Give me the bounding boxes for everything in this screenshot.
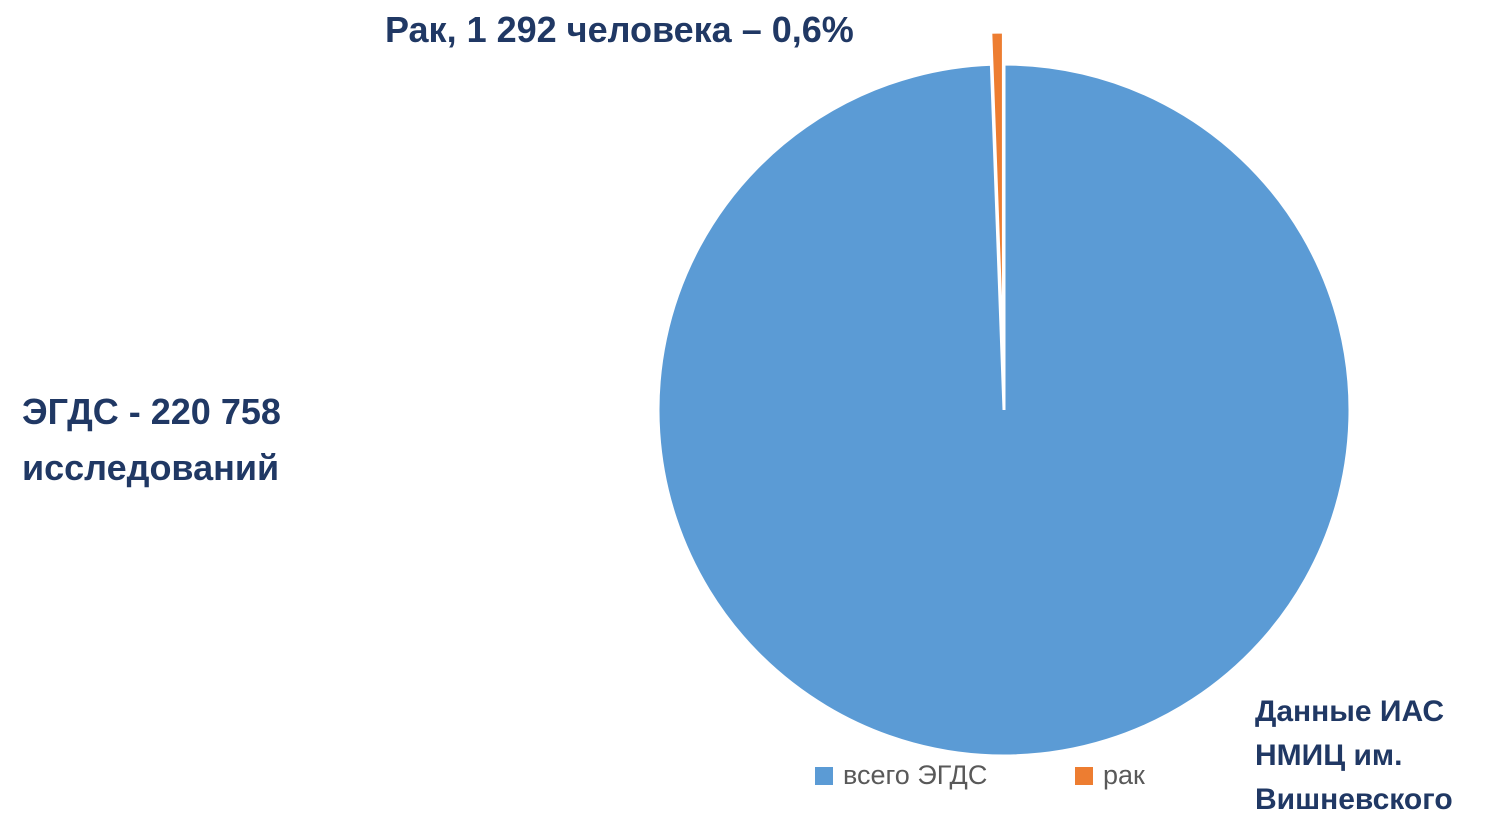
legend-swatch	[1075, 767, 1093, 785]
pie-slice	[656, 62, 1352, 758]
legend-label: рак	[1103, 760, 1145, 790]
annotation: Данные ИАС НМИЦ им. Вишневского	[1255, 695, 1453, 816]
data-label: Рак, 1 292 человека – 0,6%	[385, 9, 854, 50]
pie-slice	[989, 30, 1005, 379]
legend-label: всего ЭГДС	[843, 760, 987, 790]
legend-swatch	[815, 767, 833, 785]
data-label: ЭГДС - 220 758 исследований	[22, 391, 281, 488]
